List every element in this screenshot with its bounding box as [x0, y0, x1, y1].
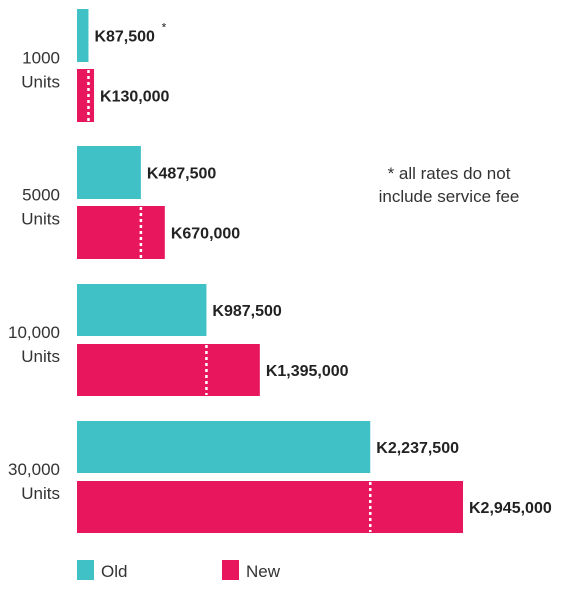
value-label-old-30000: K2,237,500 [376, 440, 459, 457]
bar-new-10000 [77, 344, 260, 396]
legend: Old New [77, 560, 281, 581]
category-label-5000: 5000 [22, 186, 60, 205]
bar-new-5000 [77, 206, 165, 259]
category-label-10000: 10,000 [8, 323, 60, 342]
value-label-new-1000: K130,000 [100, 89, 169, 106]
legend-label-new: New [246, 562, 281, 581]
category-unit-label-30000: Units [21, 484, 60, 503]
legend-swatch-new [222, 560, 239, 580]
value-label-old-10000: K987,500 [212, 303, 281, 320]
value-label-new-30000: K2,945,000 [469, 500, 552, 517]
bar-old-30000 [77, 421, 371, 473]
category-label-30000: 30,000 [8, 460, 60, 479]
bar-old-5000 [77, 146, 141, 199]
bar-new-30000 [77, 481, 463, 533]
category-unit-label-1000: Units [21, 73, 60, 92]
rates-note-line-1: * all rates do not [388, 164, 511, 183]
value-label-old-1000: K87,500 [94, 29, 155, 46]
bar-old-10000 [77, 284, 207, 336]
rates-note-line-2: include service fee [379, 187, 520, 206]
bar-new-1000 [77, 69, 95, 122]
category-unit-label-5000: Units [21, 210, 60, 229]
bars-layer [77, 9, 463, 533]
legend-label-old: Old [101, 562, 127, 581]
value-label-old-5000: K487,500 [147, 166, 216, 183]
footnote-asterisk: * [162, 21, 167, 35]
category-label-1000: 1000 [22, 49, 60, 68]
legend-swatch-old [77, 560, 94, 580]
bar-old-1000 [77, 9, 89, 62]
category-unit-label-10000: Units [21, 347, 60, 366]
value-label-new-10000: K1,395,000 [266, 363, 349, 380]
labels-layer: 1000 Units K87,500 * K130,000 5000 Units K487,5… [8, 21, 552, 518]
value-label-new-5000: K670,000 [171, 226, 240, 243]
